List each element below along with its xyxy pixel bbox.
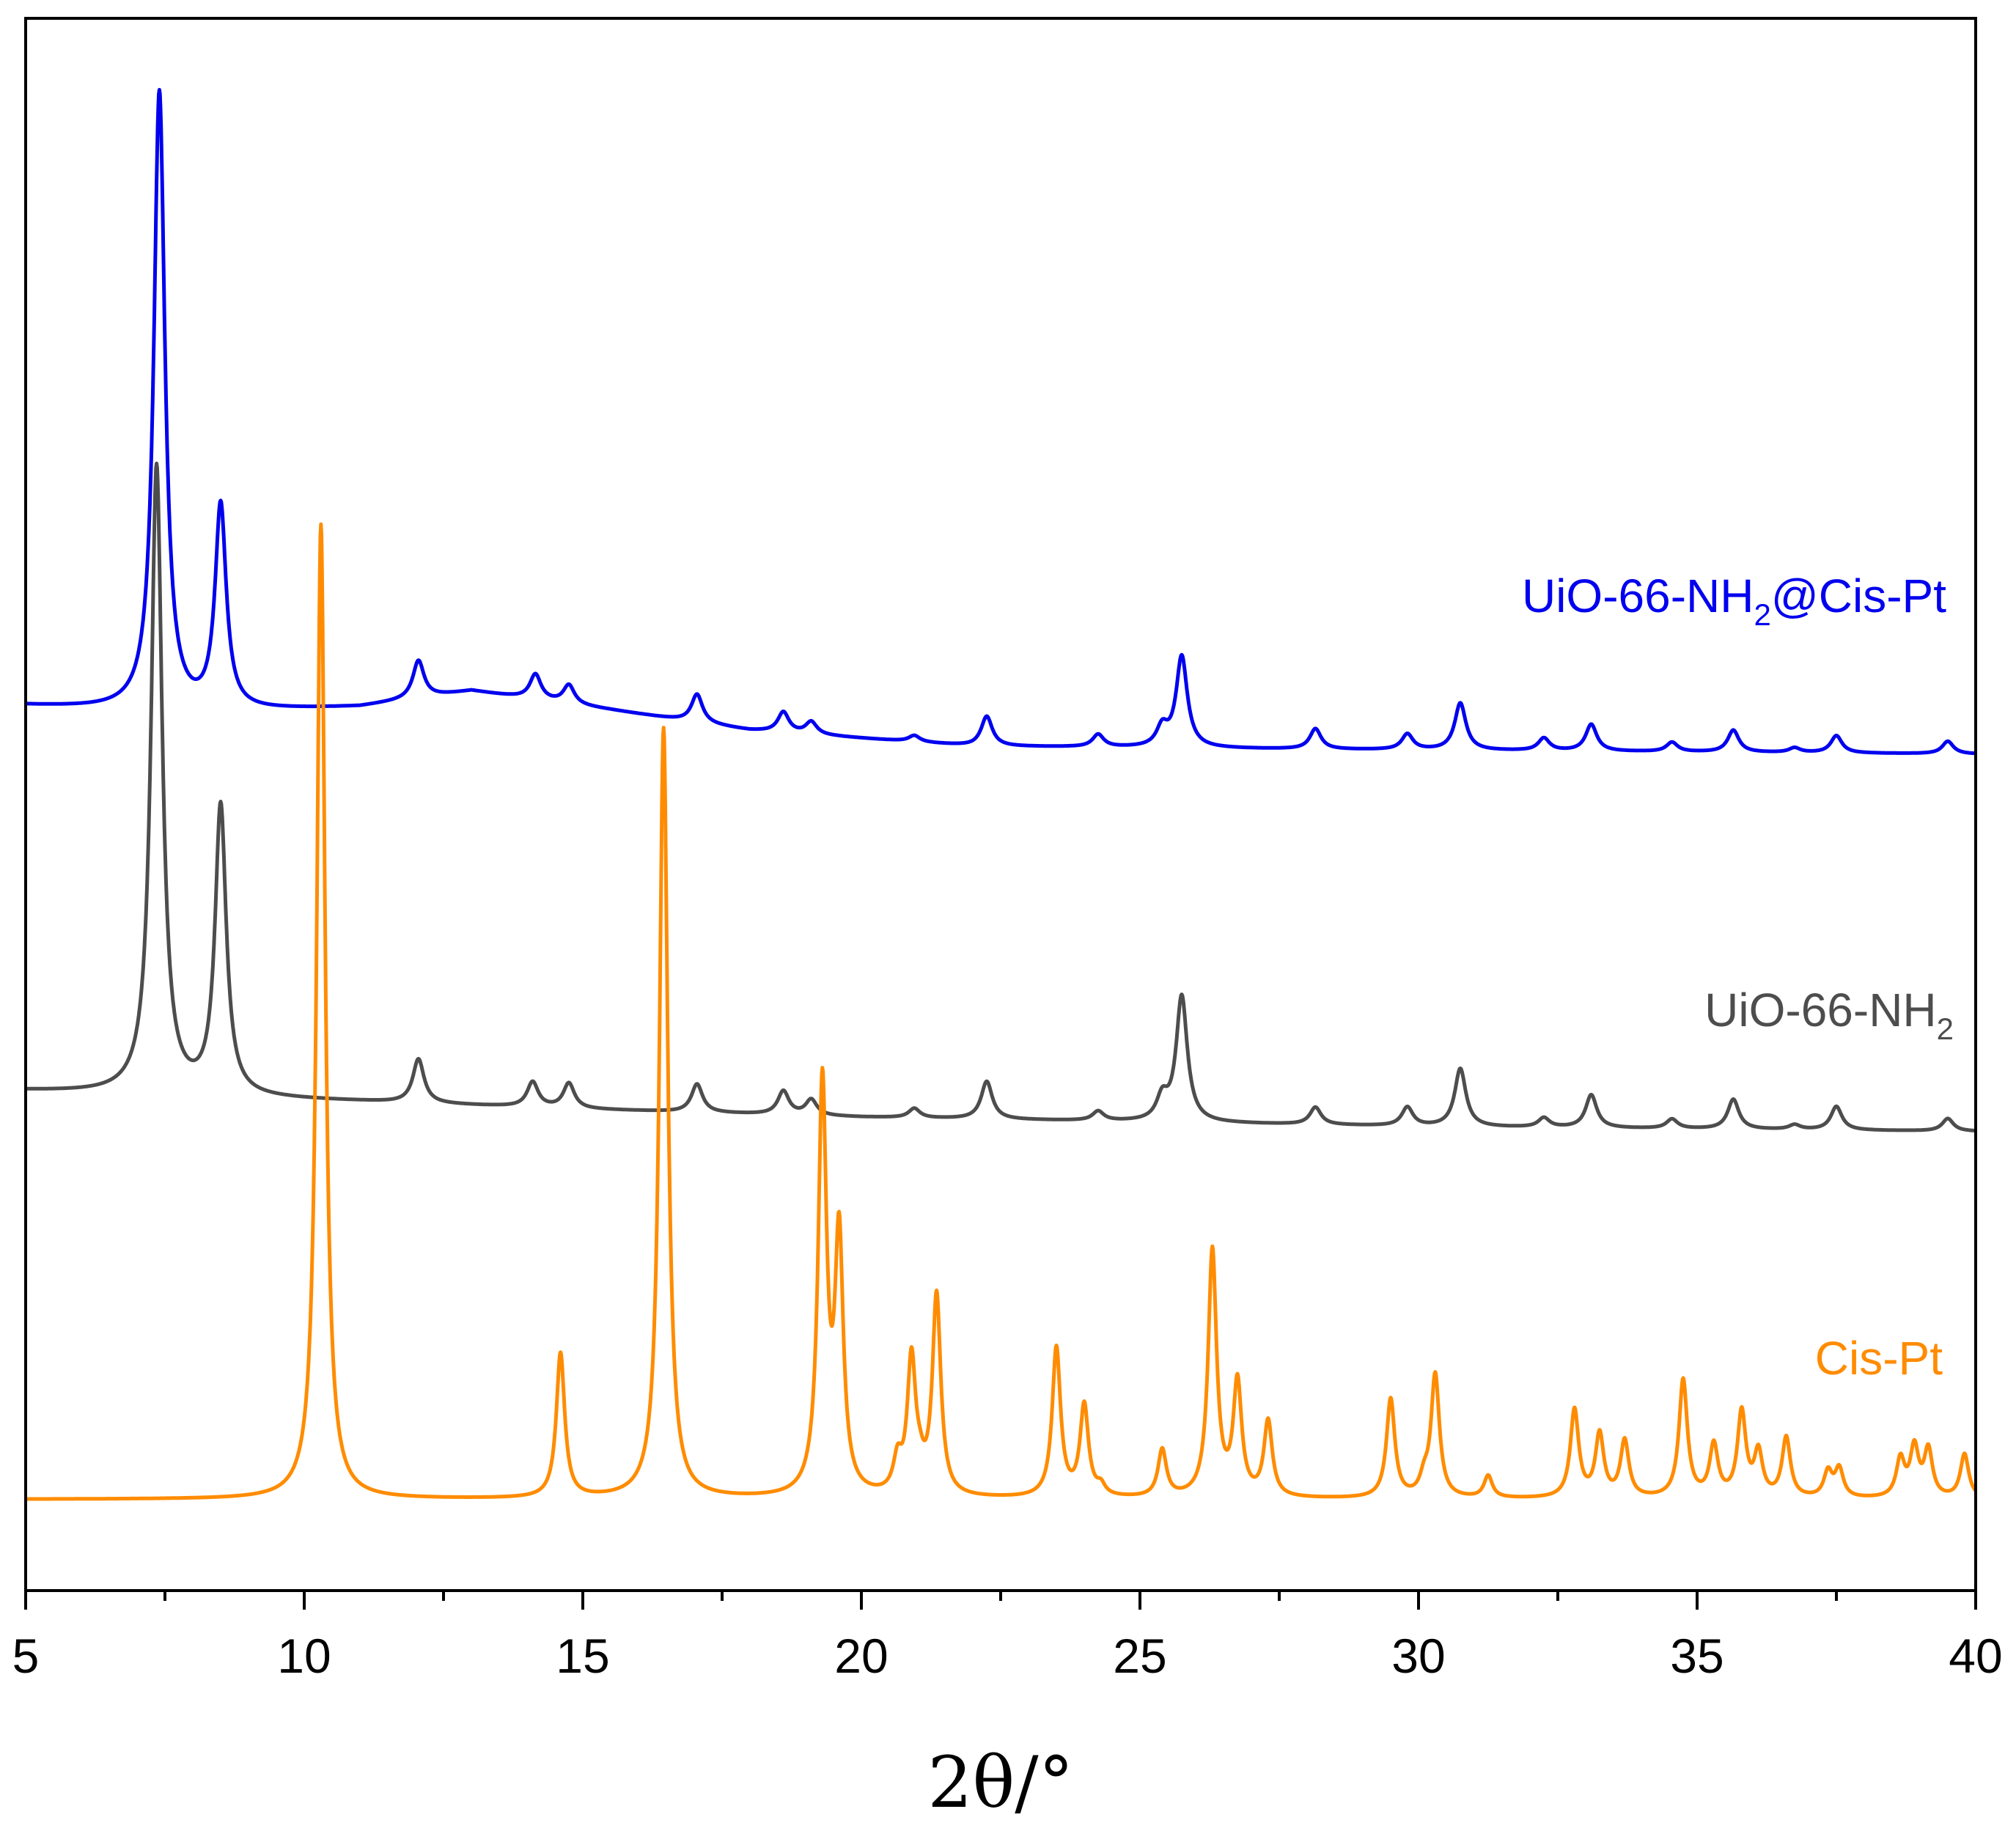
x-tick-label: 30 <box>1391 1629 1445 1683</box>
x-tick-label: 25 <box>1113 1629 1166 1683</box>
x-tick-label: 35 <box>1670 1629 1723 1683</box>
x-tick-label: 15 <box>556 1629 609 1683</box>
series-labels: UiO-66-NH2@Cis-Pt UiO-66-NH2 Cis-Pt <box>1522 570 1954 1385</box>
series-label-uio66nh2-cispt: UiO-66-NH2@Cis-Pt <box>1522 570 1946 632</box>
x-axis-tick-labels: 5 10 15 20 25 30 35 40 <box>12 1629 2003 1683</box>
x-tick-label: 40 <box>1949 1629 2002 1683</box>
series-label-uio66nh2: UiO-66-NH2 <box>1704 984 1954 1046</box>
series-line-uio66nh2 <box>24 461 1977 1132</box>
series-traces <box>24 88 1977 1501</box>
series-line-cispt <box>24 522 1977 1501</box>
series-line-uio66nh2-cispt <box>24 88 1977 756</box>
x-axis-title: 2θ/° <box>927 1742 1073 1824</box>
x-tick-label: 10 <box>277 1629 331 1683</box>
x-axis-ticks <box>24 1591 1977 1610</box>
series-label-cispt: Cis-Pt <box>1815 1332 1943 1385</box>
x-tick-label: 5 <box>12 1629 40 1683</box>
x-tick-label: 20 <box>834 1629 888 1683</box>
